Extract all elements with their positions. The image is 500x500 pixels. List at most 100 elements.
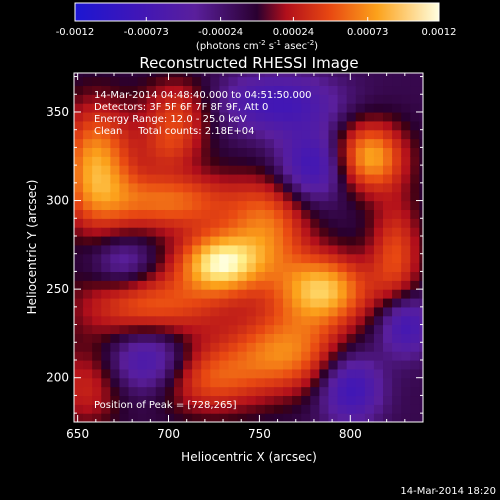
heatmap-cell [392,351,402,361]
heatmap-cell [355,359,366,370]
heatmap-cell [164,315,175,326]
heatmap-cell [128,280,139,290]
heatmap-cell [155,342,166,352]
heatmap-cell [173,289,184,299]
heatmap-cell [119,120,130,131]
heatmap-cell [74,120,84,131]
heatmap-cell [373,368,384,379]
heatmap-cell [173,280,184,290]
heatmap-cell [364,235,375,246]
heatmap-cell [101,253,111,264]
heatmap-cell [283,85,293,95]
heatmap-cell [283,395,293,405]
heatmap-cell [219,351,230,361]
heatmap-cell [74,244,84,255]
heatmap-cell [346,200,357,211]
heatmap-cell [164,191,175,202]
heatmap-cell [173,73,184,78]
heatmap-cell [128,342,139,352]
heatmap-cell [183,138,193,149]
heatmap-cell [401,191,411,202]
heatmap-cell [419,377,423,388]
heatmap-cell [310,227,320,237]
heatmap-cell [328,156,339,166]
heatmap-cell [301,85,311,95]
heatmap-cell [128,76,139,87]
heatmap-cell [328,377,339,388]
y-tick-label: 200 [46,371,69,385]
heatmap-cell [264,262,275,273]
heatmap-cell [128,111,139,122]
heatmap-cell [74,218,84,228]
heatmap-cell [283,235,293,246]
heatmap-cell [192,244,202,255]
heatmap-cell [346,165,357,175]
heatmap-cell [283,209,293,219]
heatmap-cell [155,73,166,78]
heatmap-cell [201,395,211,405]
heatmap-cell [201,85,211,95]
heatmap-cell [328,253,339,264]
heatmap-cell [92,200,102,211]
heatmap-cell [228,85,239,95]
heatmap-cell [373,94,384,104]
heatmap-cell [201,271,211,281]
heatmap-cell [201,111,211,122]
heatmap-cell [364,200,375,211]
heatmap-cell [237,209,248,219]
heatmap-cell [273,138,284,149]
heatmap-cell [301,280,311,290]
heatmap-cell [328,103,339,113]
heatmap-cell [92,413,102,422]
heatmap-cell [301,297,311,308]
heatmap-cell [119,297,130,308]
heatmap-cell [74,147,84,157]
heatmap-cell [337,368,348,379]
heatmap-cell [410,138,420,149]
heatmap-cell [119,413,130,422]
heatmap-cell [183,333,193,343]
heatmap-cell [310,280,320,290]
heatmap-cell [228,271,239,281]
heatmap-cell [383,244,393,255]
heatmap-cell [419,103,423,113]
heatmap-cell [328,147,339,157]
heatmap-cell [201,173,211,184]
heatmap-cell [383,306,393,317]
heatmap-cell [137,147,148,157]
heatmap-cell [83,377,93,388]
heatmap-cell [310,324,320,335]
heatmap-cell [283,129,293,140]
heatmap-cell [101,413,111,422]
heatmap-cell [401,280,411,290]
heatmap-cell [137,227,148,237]
heatmap-cell [101,120,111,131]
heatmap-cell [264,165,275,175]
heatmap-cell [419,342,423,352]
heatmap-cell [283,165,293,175]
heatmap-cell [74,280,84,290]
heatmap-cell [255,368,266,379]
heatmap-cell [355,315,366,326]
heatmap-cell [292,289,302,299]
heatmap-cell [183,404,193,414]
heatmap-cell [310,138,320,149]
heatmap-cell [264,218,275,228]
heatmap-cell [373,359,384,370]
heatmap-cell [346,377,357,388]
heatmap-cell [137,76,148,87]
heatmap-cell [328,359,339,370]
heatmap-cell [292,244,302,255]
heatmap-cell [155,413,166,422]
heatmap-cell [373,218,384,228]
heatmap-cell [410,111,420,122]
heatmap-cell [183,413,193,422]
heatmap-cell [383,297,393,308]
heatmap-cell [201,182,211,193]
heatmap-cell [237,351,248,361]
heatmap-cell [137,404,148,414]
heatmap-cell [92,368,102,379]
heatmap-cell [119,85,130,95]
heatmap-cell [337,120,348,131]
heatmap-cell [74,289,84,299]
